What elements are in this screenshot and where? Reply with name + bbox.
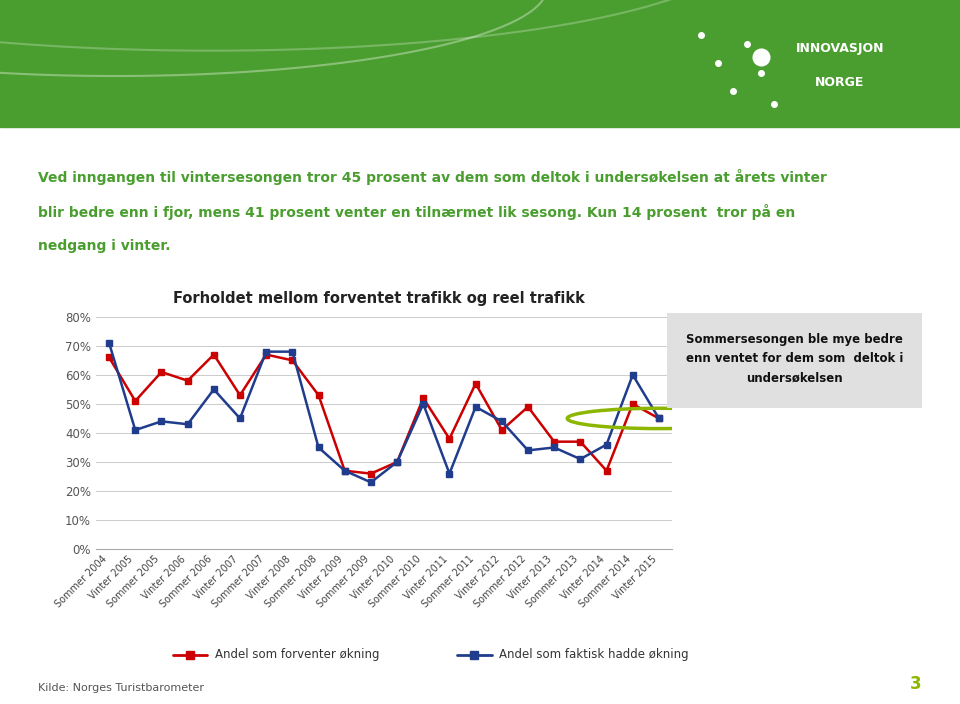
FancyBboxPatch shape — [662, 311, 926, 410]
Text: Forholdet mellom forventet trafikk og reel trafikk: Forholdet mellom forventet trafikk og re… — [173, 291, 585, 306]
Text: Andel som forventer økning: Andel som forventer økning — [215, 648, 379, 661]
Text: Andel som faktisk hadde økning: Andel som faktisk hadde økning — [499, 648, 689, 661]
Text: NORGE: NORGE — [815, 76, 865, 89]
Text: nedgang i vinter.: nedgang i vinter. — [38, 239, 171, 253]
Text: INNOVASJON: INNOVASJON — [796, 42, 884, 55]
Text: Sommersesongen ble mye bedre
enn ventet for dem som  deltok i
undersøkelsen: Sommersesongen ble mye bedre enn ventet … — [685, 334, 903, 384]
Text: blir bedre enn i fjor, mens 41 prosent venter en tilnærmet lik sesong. Kun 14 pr: blir bedre enn i fjor, mens 41 prosent v… — [38, 204, 796, 220]
Text: 3: 3 — [910, 675, 922, 693]
Text: Ved inngangen til vintersesongen tror 45 prosent av dem som deltok i undersøkels: Ved inngangen til vintersesongen tror 45… — [38, 169, 828, 185]
Text: Kilde: Norges Turistbarometer: Kilde: Norges Turistbarometer — [38, 684, 204, 693]
